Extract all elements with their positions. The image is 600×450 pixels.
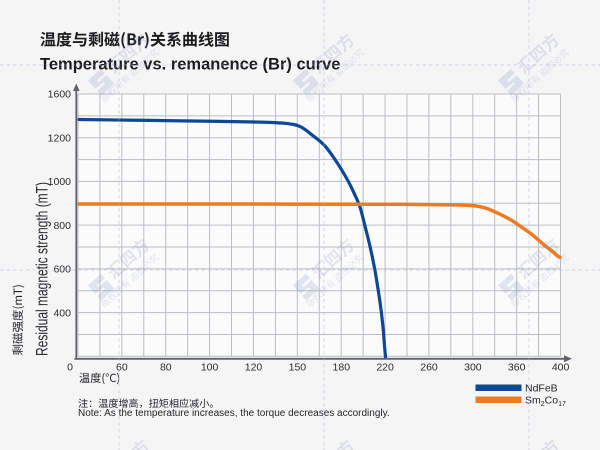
svg-text:360: 360 <box>508 362 526 374</box>
svg-text:Temperature vs. remanence (Br): Temperature vs. remanence (Br) curve <box>40 55 341 73</box>
svg-text:Note: As the temperature incre: Note: As the temperature increases, the … <box>78 408 390 419</box>
svg-text:80: 80 <box>160 362 172 374</box>
svg-text:1600: 1600 <box>48 89 72 101</box>
svg-text:260: 260 <box>420 362 438 374</box>
svg-text:120: 120 <box>245 362 263 374</box>
svg-text:400: 400 <box>53 307 71 319</box>
svg-text:800: 800 <box>53 220 71 232</box>
svg-text:Residual magnetic strength (mT: Residual magnetic strength (mT) <box>34 182 52 356</box>
svg-text:0: 0 <box>67 362 73 374</box>
svg-text:NdFeB: NdFeB <box>525 383 558 395</box>
svg-text:60: 60 <box>116 362 128 374</box>
svg-text:180: 180 <box>333 362 351 374</box>
svg-text:220: 220 <box>376 362 394 374</box>
svg-text:300: 300 <box>464 362 482 374</box>
svg-text:Sm2Co17: Sm2Co17 <box>525 395 566 408</box>
svg-text:1000: 1000 <box>48 176 72 188</box>
svg-text:1200: 1200 <box>48 132 72 144</box>
svg-text:400: 400 <box>552 362 570 374</box>
svg-text:600: 600 <box>53 264 71 276</box>
svg-text:150: 150 <box>289 362 307 374</box>
svg-text:100: 100 <box>201 362 219 374</box>
